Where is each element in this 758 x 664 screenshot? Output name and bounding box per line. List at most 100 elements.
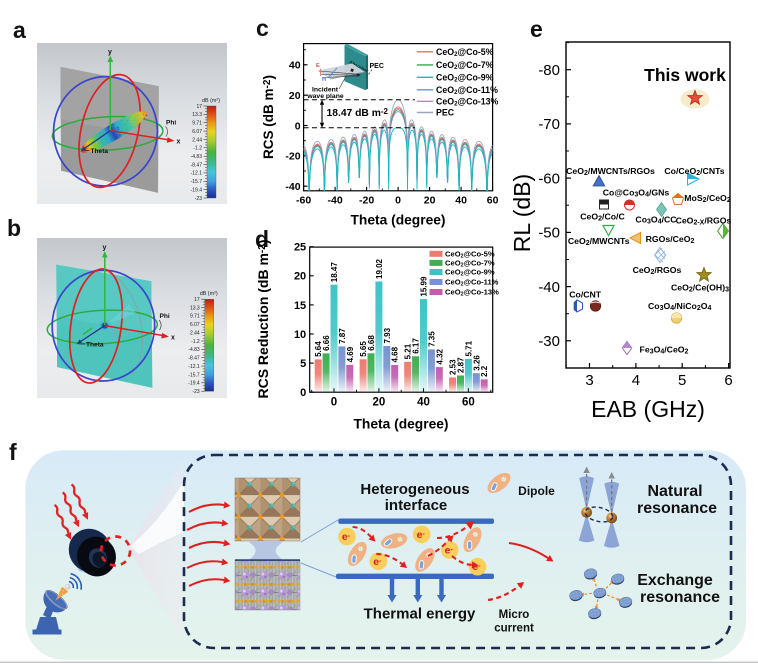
svg-text:4.68: 4.68: [391, 346, 400, 362]
svg-text:This work: This work: [644, 65, 726, 85]
svg-text:-60: -60: [296, 194, 311, 206]
svg-text:-8.47: -8.47: [188, 356, 200, 362]
svg-text:60: 60: [462, 397, 475, 409]
svg-text:CeO2/Co/C: CeO2/Co/C: [580, 212, 625, 223]
svg-text:10: 10: [294, 329, 306, 341]
svg-text:40: 40: [417, 397, 430, 409]
svg-text:-60: -60: [538, 170, 560, 187]
svg-text:20: 20: [289, 90, 301, 102]
svg-text:dB (m²): dB (m²): [202, 98, 220, 104]
svg-text:-12.1: -12.1: [191, 171, 203, 177]
svg-text:6.66: 6.66: [322, 335, 331, 351]
svg-text:MoS2/CeO2: MoS2/CeO2: [684, 193, 731, 204]
svg-text:5.64: 5.64: [314, 341, 323, 357]
svg-text:-8.47: -8.47: [191, 162, 203, 168]
svg-text:CeO2@Co-13%: CeO2@Co-13%: [445, 288, 499, 298]
svg-text:40: 40: [289, 60, 301, 72]
svg-text:2.53: 2.53: [449, 359, 458, 375]
svg-text:EAB (GHz): EAB (GHz): [591, 396, 705, 422]
svg-text:3: 3: [585, 372, 593, 389]
svg-text:CeO2/RGOs: CeO2/RGOs: [633, 265, 682, 276]
svg-text:CeO2/MWCNTs: CeO2/MWCNTs: [568, 236, 630, 247]
svg-text:-80: -80: [538, 62, 560, 79]
svg-text:dB (m²): dB (m²): [200, 291, 218, 297]
svg-text:resonance: resonance: [637, 500, 717, 517]
svg-text:e-: e-: [373, 556, 382, 568]
svg-text:CeO2/Ce(OH)3: CeO2/Ce(OH)3: [671, 283, 729, 294]
svg-text:-23: -23: [195, 196, 202, 202]
svg-text:Co3O4/NiCo2O4: Co3O4/NiCo2O4: [648, 301, 712, 312]
svg-text:9.71: 9.71: [190, 314, 200, 320]
svg-text:0: 0: [395, 194, 401, 206]
svg-text:-40: -40: [328, 194, 343, 206]
svg-text:CeO2@Co-7%: CeO2@Co-7%: [445, 259, 495, 269]
svg-text:Dipole: Dipole: [518, 484, 555, 498]
svg-text:Theta (degree): Theta (degree): [350, 213, 445, 228]
svg-text:-23: -23: [192, 389, 199, 395]
svg-text:-20: -20: [285, 151, 300, 163]
svg-text:PEC: PEC: [370, 63, 384, 70]
svg-text:3.26: 3.26: [472, 355, 481, 371]
svg-text:18.47 dB m-2: 18.47 dB m-2: [327, 107, 389, 119]
svg-text:CeO2@Co-11%: CeO2@Co-11%: [445, 278, 499, 288]
svg-text:5.21: 5.21: [404, 343, 413, 359]
svg-text:19.02: 19.02: [375, 258, 384, 279]
svg-text:7.93: 7.93: [383, 327, 392, 343]
svg-text:x: x: [171, 335, 175, 342]
svg-text:Phi: Phi: [160, 313, 170, 320]
svg-text:Fe3O4/CeO2: Fe3O4/CeO2: [640, 345, 689, 356]
svg-text:2.2: 2.2: [480, 365, 489, 377]
svg-text:6: 6: [724, 372, 732, 389]
svg-text:H: H: [322, 77, 326, 83]
svg-text:-20: -20: [359, 194, 374, 206]
svg-text:Co3O4/CC: Co3O4/CC: [635, 215, 677, 226]
svg-text:Theta: Theta: [86, 342, 104, 349]
svg-text:2.44: 2.44: [190, 331, 200, 337]
svg-text:Exchange: Exchange: [637, 572, 713, 589]
svg-text:13.3: 13.3: [190, 305, 200, 311]
svg-text:RCS (dB m-2): RCS (dB m-2): [261, 75, 276, 159]
svg-text:5.65: 5.65: [359, 341, 368, 357]
svg-text:2.44: 2.44: [192, 137, 202, 143]
svg-text:Heterogeneous: Heterogeneous: [360, 481, 469, 498]
svg-text:CeO2-X/RGOs: CeO2-X/RGOs: [676, 216, 732, 227]
svg-text:RGOs/CeO2: RGOs/CeO2: [646, 234, 695, 245]
svg-text:RCS Reduction (dB m-2): RCS Reduction (dB m-2): [255, 239, 271, 398]
svg-text:-1.2: -1.2: [193, 146, 202, 152]
svg-text:20: 20: [424, 194, 436, 206]
svg-text:CeO2@Co-11%: CeO2@Co-11%: [436, 85, 498, 96]
svg-text:Co/CNT: Co/CNT: [569, 290, 602, 300]
svg-text:18.47: 18.47: [330, 262, 339, 283]
svg-text:Phi: Phi: [166, 120, 176, 127]
svg-text:5: 5: [678, 372, 686, 389]
svg-text:CeO2@Co-13%: CeO2@Co-13%: [436, 97, 499, 108]
svg-text:-50: -50: [538, 225, 560, 242]
svg-text:interface: interface: [385, 497, 448, 514]
svg-text:6.07: 6.07: [190, 322, 200, 328]
svg-text:x: x: [177, 139, 181, 146]
svg-text:20: 20: [294, 271, 306, 283]
svg-text:CeO2@Co-9%: CeO2@Co-9%: [445, 268, 495, 278]
svg-text:13.3: 13.3: [192, 112, 202, 118]
svg-text:CeO2@Co-5%: CeO2@Co-5%: [445, 250, 495, 260]
svg-text:4.32: 4.32: [435, 348, 444, 364]
svg-text:Theta: Theta: [91, 148, 109, 155]
svg-text:e-: e-: [417, 529, 426, 541]
svg-text:e-: e-: [445, 545, 454, 557]
svg-text:E: E: [316, 63, 320, 69]
svg-text:0: 0: [331, 397, 337, 409]
svg-text:PEC: PEC: [436, 108, 455, 118]
svg-text:current: current: [494, 623, 534, 635]
svg-text:4: 4: [632, 372, 640, 389]
svg-text:5.71: 5.71: [464, 340, 473, 356]
svg-text:0: 0: [300, 387, 306, 399]
svg-text:Micro: Micro: [499, 609, 530, 621]
svg-text:-15.7: -15.7: [191, 179, 203, 185]
svg-text:17: 17: [196, 104, 202, 110]
svg-text:y: y: [103, 245, 107, 252]
svg-text:2.87: 2.87: [457, 357, 466, 373]
svg-text:CeO2@Co-7%: CeO2@Co-7%: [436, 60, 494, 71]
svg-text:7.87: 7.87: [338, 328, 347, 344]
svg-text:wave plane: wave plane: [306, 93, 343, 100]
svg-text:Natural: Natural: [647, 483, 702, 500]
